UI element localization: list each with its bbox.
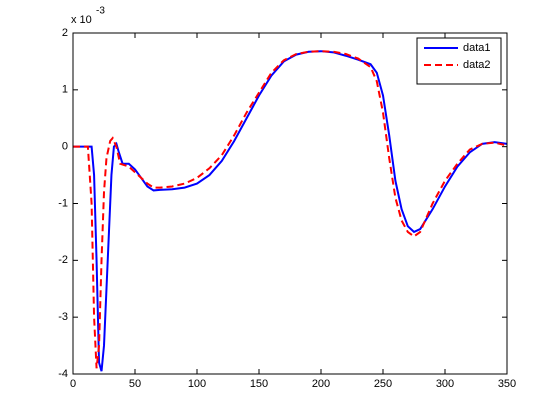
y-tick-label: -1 [58,197,68,209]
x-tick-label: 150 [250,378,268,390]
data-line [73,50,508,372]
y-multiplier-base: x 10 [71,14,92,26]
y-tick-label: 1 [62,84,68,96]
y-tick-label: -2 [58,254,68,266]
x-tick-label: 50 [129,378,141,390]
x-tick-label: 200 [312,378,330,390]
y-tick-label: -3 [58,311,68,323]
x-tick-label: 0 [70,378,76,390]
legend-box [416,37,502,85]
y-tick-label: 0 [62,141,68,153]
y-tick-label: -4 [58,368,68,380]
legend-label: data1 [463,42,491,54]
y-tick-label: 2 [62,27,68,39]
data-line [73,50,508,369]
legend: data1 data2 [416,37,502,85]
x-tick-label: 100 [188,378,206,390]
axes-box [72,32,508,375]
x-tick-label: 350 [498,378,516,390]
legend-label: data2 [463,59,491,71]
x-tick-label: 300 [436,378,454,390]
y-multiplier-exponent: -3 [96,6,105,17]
x-tick-label: 250 [374,378,392,390]
